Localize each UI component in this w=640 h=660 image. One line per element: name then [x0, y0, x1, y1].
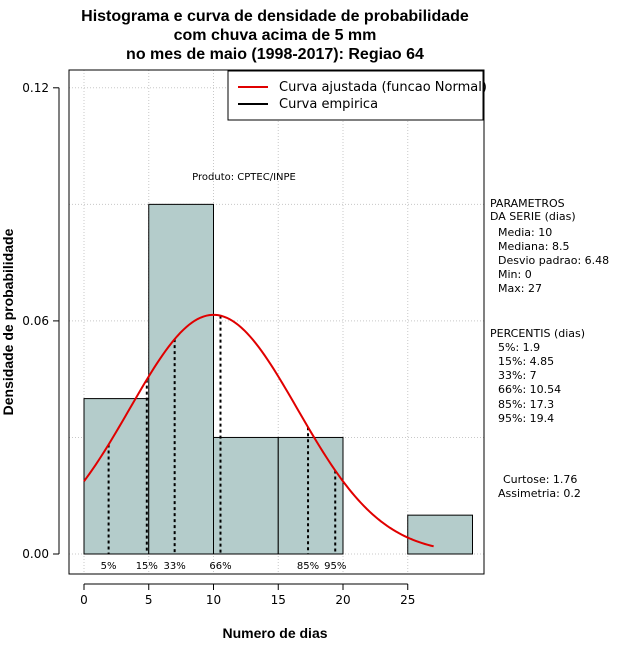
legend: Curva ajustada (funcao Normal) Curva emp…: [227, 70, 487, 121]
param-max: Max: 27: [498, 282, 542, 295]
params-title-2: DA SERIE (dias): [490, 210, 576, 223]
percentile-lines: 5% 15% 33% 66% 85% 95%: [101, 315, 346, 572]
percentil-15: 15%: 4.85: [498, 355, 554, 368]
percentis-title: PERCENTIS (dias): [490, 327, 585, 340]
percentile-label-3: 66%: [209, 561, 231, 572]
parameters-panel: PARAMETROS DA SERIE (dias) Media: 10 Med…: [490, 197, 609, 500]
x-tick-label-3: 15: [271, 593, 286, 607]
y-tick-label-1: 0.06: [22, 314, 49, 328]
x-tick-label-1: 5: [145, 593, 153, 607]
chart-title-line-1: Histograma e curva de densidade de proba…: [81, 8, 469, 25]
percentil-95: 95%: 19.4: [498, 412, 554, 425]
y-axis-label: Densidade de probabilidade: [0, 228, 16, 415]
x-tick-label-4: 20: [335, 593, 350, 607]
histogram-bar-1: [148, 203, 214, 555]
param-desvio: Desvio padrao: 6.48: [498, 254, 609, 267]
percentil-33: 33%: 7: [498, 369, 537, 382]
x-tick-label-2: 10: [206, 593, 221, 607]
histogram-bars: [83, 203, 473, 555]
percentile-label-5: 95%: [324, 561, 346, 572]
chart-title-line-3: no mes de maio (1998-2017): Regiao 64: [126, 46, 424, 63]
assimetria: Assimetria: 0.2: [498, 487, 581, 500]
y-tick-label-2: 0.12: [22, 81, 49, 95]
param-min: Min: 0: [498, 268, 532, 281]
product-annotation: Produto: CPTEC/INPE: [192, 172, 296, 183]
legend-normal-label: Curva ajustada (funcao Normal): [279, 80, 487, 95]
percentil-66: 66%: 10.54: [498, 383, 561, 396]
params-title-1: PARAMETROS: [490, 197, 565, 210]
percentil-5: 5%: 1.9: [498, 341, 540, 354]
legend-box: [227, 70, 484, 121]
param-mediana: Mediana: 8.5: [498, 240, 569, 253]
histogram-bar-0: [83, 398, 150, 555]
percentil-85: 85%: 17.3: [498, 398, 554, 411]
histogram-bar-2: [213, 436, 279, 555]
chart-title-line-2: com chuva acima de 5 mm: [174, 27, 377, 44]
curtose: Curtose: 1.76: [503, 473, 577, 486]
y-tick-label-0: 0.00: [22, 547, 49, 561]
x-tick-label-5: 25: [400, 593, 415, 607]
percentile-label-0: 5%: [101, 561, 117, 572]
histogram-bar-3: [277, 436, 344, 555]
param-media: Media: 10: [498, 226, 552, 239]
percentile-label-1: 15%: [136, 561, 158, 572]
x-axis-label: Numero de dias: [222, 625, 327, 641]
percentile-label-2: 33%: [164, 561, 186, 572]
percentile-label-4: 85%: [297, 561, 319, 572]
histogram-bar-5: [407, 514, 473, 555]
axes: 0 5 10 15 20 25 0.00 0.06 0.12: [22, 81, 415, 607]
plot-frame: [68, 69, 485, 575]
normal-curve: [83, 313, 434, 548]
legend-empirical-label: Curva empirica: [279, 97, 378, 112]
x-tick-label-0: 0: [80, 593, 88, 607]
